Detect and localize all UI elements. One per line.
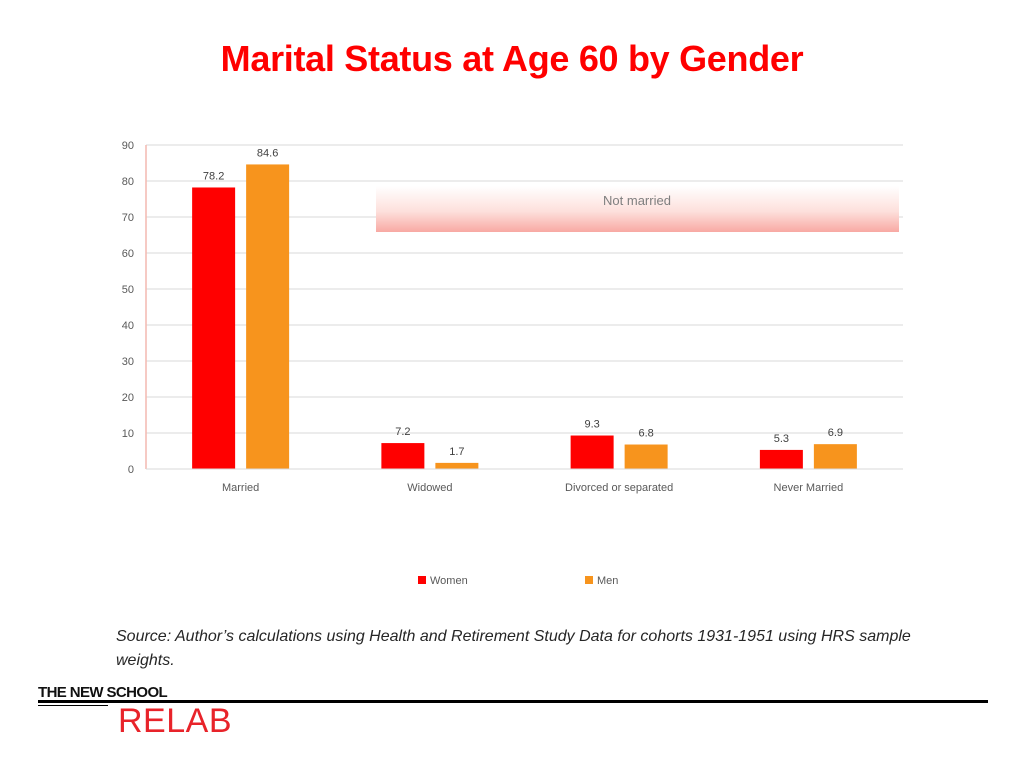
data-label: 78.2 xyxy=(203,170,224,182)
y-tick-label: 30 xyxy=(122,356,134,368)
data-label: 84.6 xyxy=(257,147,278,159)
legend-label-women: Women xyxy=(430,575,468,587)
x-category-label: Never Married xyxy=(774,482,844,494)
data-label: 5.3 xyxy=(774,433,789,445)
x-category-label: Divorced or separated xyxy=(565,482,673,494)
bar-chart: 0 10 20 30 40 50 60 70 80 90 Not married 78.2 84.6… xyxy=(122,140,903,587)
y-tick-label: 80 xyxy=(122,176,134,188)
chart-title: Marital Status at Age 60 by Gender xyxy=(220,38,804,79)
bar-women-3 xyxy=(759,449,803,469)
data-label: 6.8 xyxy=(638,428,653,440)
bar-men-1 xyxy=(435,462,479,469)
bar-women-1 xyxy=(381,443,425,469)
relab-logo: RELAB xyxy=(118,702,232,740)
legend-swatch-men xyxy=(585,576,593,584)
logo-divider-short xyxy=(38,705,108,706)
y-tick-label: 20 xyxy=(122,392,134,404)
annotation-box xyxy=(376,186,899,232)
y-tick-label: 0 xyxy=(128,464,134,476)
data-label: 7.2 xyxy=(395,426,410,438)
source-note: Source: Author’s calculations using Heal… xyxy=(116,628,911,669)
legend-swatch-women xyxy=(418,576,426,584)
bar-women-2 xyxy=(570,435,614,469)
bar-men-0 xyxy=(246,164,290,469)
y-tick-label: 50 xyxy=(122,284,134,296)
legend: Women Men xyxy=(418,575,618,587)
legend-label-men: Men xyxy=(597,575,618,587)
data-label: 1.7 xyxy=(449,446,464,458)
y-tick-label: 70 xyxy=(122,212,134,224)
y-tick-label: 60 xyxy=(122,248,134,260)
bar-women-0 xyxy=(192,187,236,470)
y-tick-label: 90 xyxy=(122,140,134,152)
data-label: 9.3 xyxy=(584,419,599,431)
annotation-label: Not married xyxy=(603,193,671,208)
bar-men-2 xyxy=(624,444,668,469)
axes: Married Widowed Divorced or separated Never… xyxy=(145,145,903,494)
new-school-logo: THE NEW SCHOOL xyxy=(38,684,168,701)
x-category-label: Widowed xyxy=(407,482,452,494)
y-tick-label: 40 xyxy=(122,320,134,332)
bar-men-3 xyxy=(813,444,857,469)
data-label: 6.9 xyxy=(828,427,843,439)
not-married-annotation: Not married xyxy=(376,186,899,232)
data-labels: 78.2 84.6 7.2 1.7 9.3 6.8 5.3 6.9 xyxy=(203,147,843,457)
x-category-label: Married xyxy=(222,482,259,494)
bars xyxy=(192,164,857,470)
y-tick-label: 10 xyxy=(122,428,134,440)
logo-divider xyxy=(38,700,988,703)
